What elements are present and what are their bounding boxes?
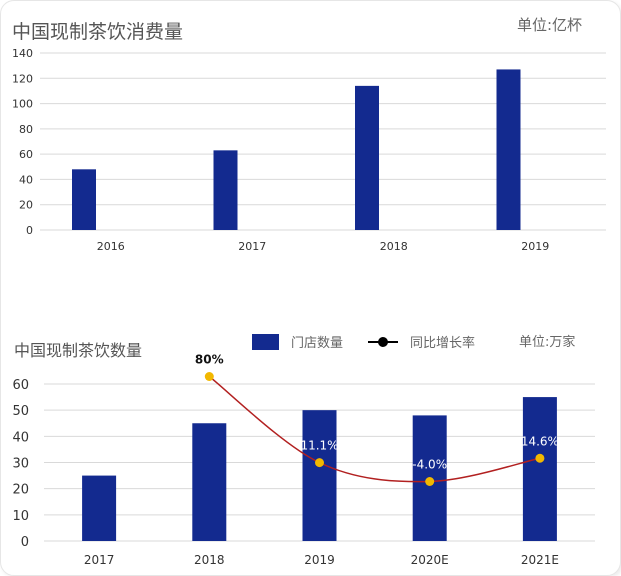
chart2-y-tick-label: 50 (12, 404, 29, 419)
chart2-bar (192, 423, 227, 541)
chart2-y-tick-label: 10 (12, 509, 29, 524)
chart1-bar (496, 69, 521, 230)
chart2-y-tick-label: 40 (12, 430, 29, 445)
chart1-title: 中国现制茶饮消费量 (12, 21, 184, 43)
chart2-y-tick-label: 0 (21, 535, 29, 550)
chart1-y-tick-label: 140 (12, 47, 33, 60)
chart1-x-tick-label: 2017 (238, 240, 266, 253)
legend-item-stores: 门店数量 (252, 332, 343, 351)
chart1-x-tick-label: 2016 (97, 240, 125, 253)
chart1-y-tick-label: 60 (19, 148, 33, 161)
chart1-y-tick-label: 120 (12, 72, 33, 85)
chart2-x-tick-label: 2021E (521, 553, 559, 567)
chart2-y-tick-label: 20 (12, 483, 29, 498)
chart2-bar (302, 410, 337, 541)
chart2-growth-line (208, 375, 541, 483)
chart2-title: 中国现制茶饮数量 (14, 341, 143, 360)
chart1-y-tick-label: 20 (19, 199, 33, 212)
chart2-x-tick-label: 2018 (194, 553, 225, 567)
chart2-growth-label: 14.6% (521, 434, 559, 448)
chart2-y-tick-label: 30 (12, 457, 29, 472)
chart2-x-tick-label: 2019 (304, 553, 335, 567)
chart1-y-tick-label: 100 (12, 98, 33, 111)
legend-label-growth: 同比增长率 (410, 336, 476, 351)
chart1-y-tick-label: 40 (19, 173, 33, 186)
legend-bar-swatch (252, 333, 279, 350)
chart1-bar (355, 85, 379, 230)
chart1-bar (72, 169, 96, 230)
chart2-growth-label: 11.1% (300, 439, 338, 453)
chart1-x-tick-label: 2019 (521, 240, 549, 253)
chart2-growth-label: 80% (195, 353, 224, 367)
chart1-x-tick-label: 2018 (380, 240, 408, 253)
chart2-growth-point (204, 372, 214, 381)
legend-line-swatch (368, 334, 398, 350)
chart1-y-tick-label: 80 (19, 123, 33, 136)
chart2-growth-point (425, 477, 435, 486)
legend-item-growth: 同比增长率 (368, 332, 475, 351)
chart2-bar (82, 475, 117, 541)
chart2-growth-point (535, 453, 545, 463)
chart2-growth-point (315, 458, 324, 468)
chart1-unit: 单位:亿杯 (517, 16, 583, 34)
chart1-plot: 0 20 40 60 80 100 120 140 2016 2017 2018 2019 (12, 47, 606, 253)
chart2-growth-label: -4.0% (412, 458, 447, 472)
chart2-x-tick-label: 2017 (84, 553, 115, 567)
chart2-unit: 单位:万家 (519, 335, 576, 350)
chart1-bar (213, 150, 238, 230)
chart2-bar (522, 397, 557, 541)
chart1-y-tick-label: 0 (26, 224, 33, 237)
legend-label-stores: 门店数量 (291, 336, 344, 351)
chart2-x-tick-label: 2020E (411, 553, 449, 567)
chart2-y-tick-label: 60 (12, 378, 29, 393)
